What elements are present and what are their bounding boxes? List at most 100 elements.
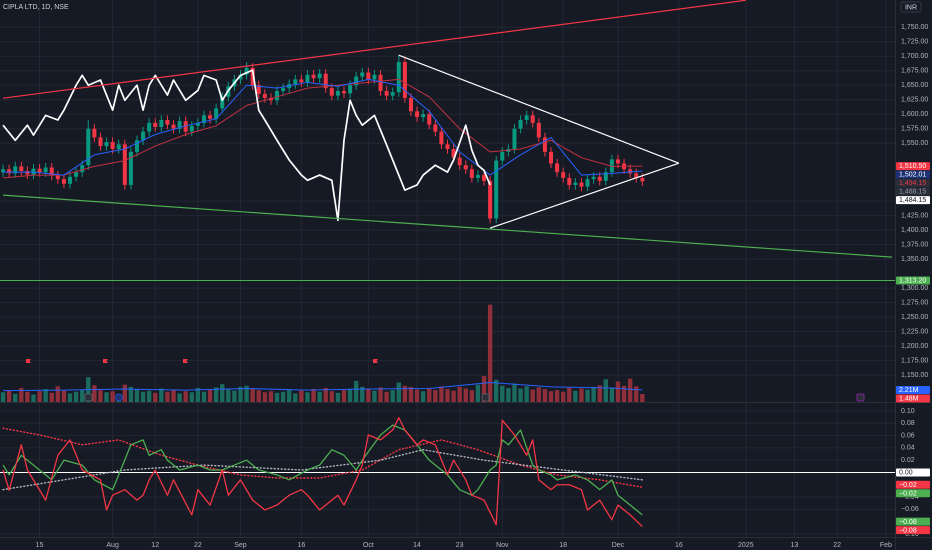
candle-body [31,168,36,175]
candle-body [597,176,602,181]
volume-bar [293,393,298,402]
volume-bar [287,389,292,402]
y-tick-label: 1,550.00 [901,140,928,147]
volume-bar [634,386,639,402]
volume-bar [268,391,274,402]
candle-body [171,124,176,129]
volume-bar [146,390,152,402]
volume-bar [627,378,633,402]
candle-body [475,175,480,178]
candle-body [488,180,493,219]
candle-body [293,79,298,85]
volume-bar [226,389,231,402]
candle-body [110,142,115,149]
y-tick-label: −0.06 [901,506,919,513]
candle-body [128,151,133,185]
x-tick-label: 22 [833,542,841,549]
volume-bar [61,390,67,402]
candle-body [183,121,188,132]
volume-bar [536,387,542,402]
grid-layer [0,0,895,537]
candle-body [116,144,121,149]
volume-bar [585,389,590,402]
y-tick-label: 1,650.00 [901,82,928,89]
volume-bar [220,384,225,402]
event-icon[interactable] [481,393,490,402]
oscillator-line [2,427,644,488]
candle-body [92,128,97,138]
event-flag [26,359,31,366]
level-box [896,276,930,285]
x-tick-label: 16 [675,542,683,549]
volume-bar [165,391,170,402]
candle-body [165,120,170,125]
y-tick-label: 1,600.00 [901,111,928,118]
y-tick-label: 1,250.00 [901,314,928,321]
volume-bar [567,387,572,402]
volume-bar [6,390,12,402]
last-value-label: 0.00 [899,470,913,477]
candle-body [500,151,505,161]
candle-body [1,169,6,173]
x-tick-label: 22 [194,542,202,549]
last-value-box [896,468,930,477]
candle-body [536,122,541,138]
y-tick-label: 1,200.00 [901,343,928,350]
y-tick-label: 1,425.00 [901,212,928,219]
volume-bar [274,392,280,402]
volume-bar [396,382,401,402]
volume-bar [591,386,596,402]
volume-bar [73,391,79,402]
x-tick-label: Feb [880,542,892,549]
candle-body [415,111,420,118]
x-tick-label: 15 [36,542,44,549]
volume-bar [542,389,548,402]
currency-box[interactable] [900,1,922,13]
last-value-label: −0.08 [899,527,917,534]
event-flag [183,359,188,366]
volume-bar [31,394,36,402]
candle-body [335,91,340,96]
y-tick-label: 1,175.00 [901,357,928,364]
last-value-label: 1,502.01 [899,172,926,179]
event-icon[interactable] [856,393,865,402]
level-label: 1,313.20 [899,278,926,285]
y-tick-label: 1,275.00 [901,299,928,306]
candle-body [427,114,432,125]
oscillator-line [2,449,644,491]
oscillator-pane [0,417,895,528]
candle-body [482,175,487,181]
trend-line [489,162,680,229]
volume-bar [390,390,395,402]
candle-body [317,73,322,79]
volume-bar [603,379,608,402]
candle-body [19,166,24,172]
last-value-label: 1,488.15 [899,189,926,196]
candle-body [463,165,468,170]
candle-body [396,62,401,93]
candle-body [615,159,620,164]
last-value-label: 1.48M [899,396,919,403]
candle-body [433,124,438,132]
candle-body [37,168,42,173]
candle-body [61,179,66,184]
volume-bar [463,388,468,402]
y-tick-label: 1,400.00 [901,227,928,234]
candle-body [609,159,614,173]
last-value-box [896,489,930,498]
volume-bar [43,389,48,402]
event-icon[interactable] [115,393,123,402]
volume-bar [640,394,645,402]
candle-body [43,167,48,173]
y-tick-label: 0.02 [901,457,915,464]
y-tick-label: 1,575.00 [901,126,928,133]
last-value-label: −0.08 [899,519,917,526]
candle-body [451,148,456,158]
volume-bar [25,391,30,402]
candle-body [524,115,529,120]
y-tick-label: 1,625.00 [901,97,928,104]
event-icon[interactable] [84,393,93,402]
